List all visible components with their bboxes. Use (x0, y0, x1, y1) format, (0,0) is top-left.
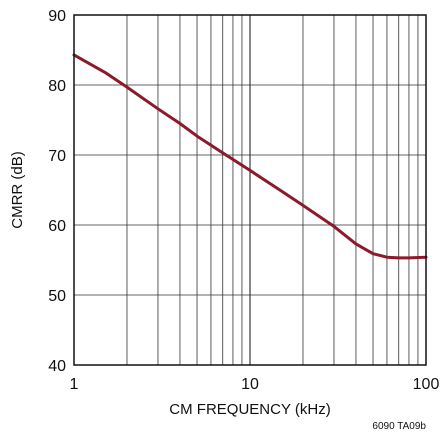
plot-frame (73, 14, 427, 366)
y-tick-label: 50 (48, 288, 66, 305)
y-tick-label: 90 (48, 8, 66, 25)
x-tick-label: 10 (241, 376, 259, 393)
x-tick-labels: 1 10 100 (70, 376, 440, 393)
y-axis-title: CMRR (dB) (9, 151, 26, 229)
cmrr-series-line (72, 53, 428, 260)
y-tick-labels: 40 50 60 70 80 90 (48, 8, 66, 375)
series-line-group (72, 53, 428, 260)
x-tick-label: 1 (70, 376, 79, 393)
y-tick-label: 70 (48, 148, 66, 165)
y-tick-label: 80 (48, 78, 66, 95)
y-tick-label: 60 (48, 218, 66, 235)
x-axis-title: CM FREQUENCY (kHz) (169, 401, 330, 418)
y-tick-label: 40 (48, 358, 66, 375)
grid (73, 14, 427, 366)
x-tick-label: 100 (413, 376, 440, 393)
figure-code: 6090 TA09b (372, 421, 426, 432)
